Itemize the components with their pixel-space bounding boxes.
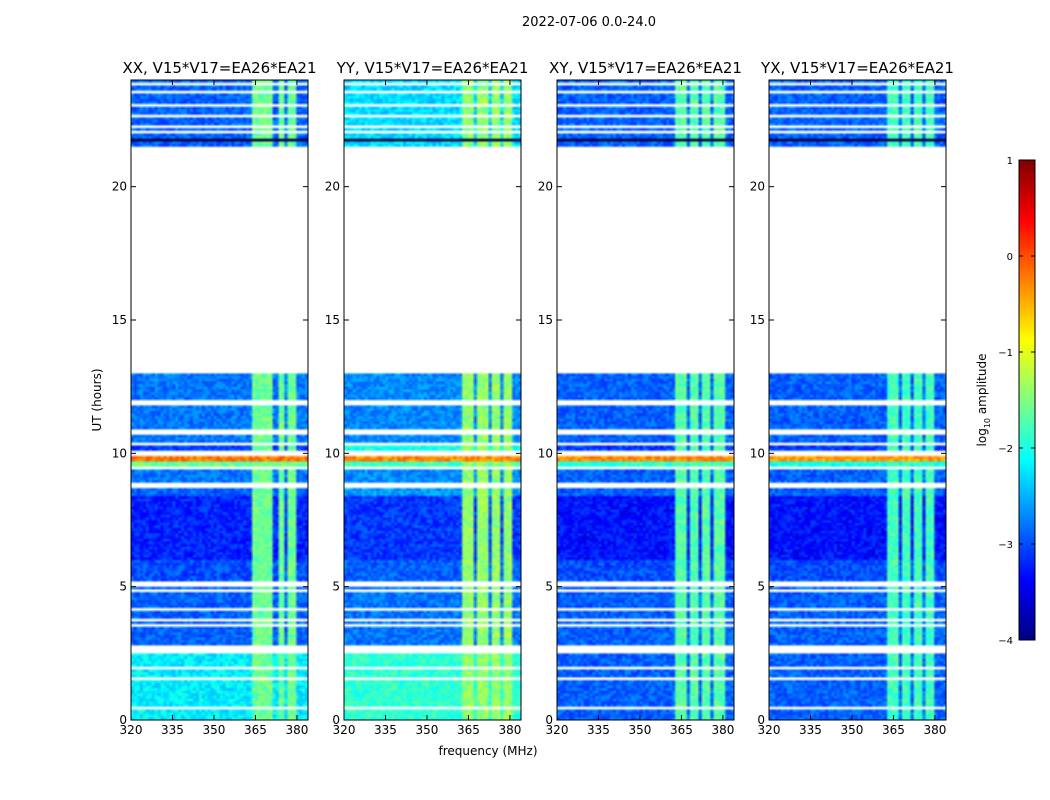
y-tick-label: 5	[332, 580, 340, 594]
panel-title: YY, V15*V17=EA26*EA21	[336, 59, 529, 77]
x-tick-label: 320	[120, 723, 143, 737]
colorbar-tick-label: −4	[998, 636, 1013, 647]
y-tick-label: 20	[750, 180, 765, 194]
x-tick-label: 350	[203, 723, 226, 737]
x-tick-label: 380	[923, 723, 946, 737]
y-tick-label: 10	[325, 446, 340, 460]
y-tick-label: 0	[545, 713, 553, 727]
panel-title: XX, V15*V17=EA26*EA21	[122, 59, 316, 77]
colorbar: log10 amplitude 1 0 −1 −2 −3 −4	[975, 156, 1036, 647]
y-tick-label: 15	[325, 313, 340, 327]
x-tick-label: 320	[758, 723, 781, 737]
figure-suptitle: 2022-07-06 0.0-24.0	[522, 15, 656, 30]
y-tick-label: 5	[757, 580, 765, 594]
y-tick-label: 10	[112, 446, 127, 460]
panel-2: YY, V15*V17=EA26*EA21 320 335 350 365 380 0 5 10…	[325, 59, 529, 737]
x-tick-label: 380	[498, 723, 521, 737]
y-tick-label: 15	[538, 313, 553, 327]
panel-frame	[130, 79, 309, 721]
x-tick-label: 335	[799, 723, 822, 737]
y-tick-label: 0	[332, 713, 340, 727]
panel-frame	[343, 79, 522, 721]
x-tick-label: 380	[285, 723, 308, 737]
x-tick-label: 335	[587, 723, 610, 737]
panel-title: XY, V15*V17=EA26*EA21	[549, 59, 742, 77]
spectrogram-image	[344, 80, 521, 720]
y-tick-label: 10	[538, 446, 553, 460]
panels: XX, V15*V17=EA26*EA21 320 335 350 365 380 0 5 10…	[112, 59, 954, 737]
panel-4: YX, V15*V17=EA26*EA21 320 335 350 365 380 0 5 10…	[750, 59, 954, 737]
x-tick-label: 320	[546, 723, 569, 737]
x-tick-label: 335	[374, 723, 397, 737]
y-tick-label: 10	[750, 446, 765, 460]
y-tick-label: 0	[757, 713, 765, 727]
y-tick-label: 15	[112, 313, 127, 327]
x-tick-label: 350	[629, 723, 652, 737]
x-tick-label: 320	[333, 723, 356, 737]
x-tick-label: 380	[711, 723, 734, 737]
y-tick-label: 5	[119, 580, 127, 594]
y-tick-label: 0	[119, 713, 127, 727]
x-tick-label: 335	[161, 723, 184, 737]
y-tick-label: 20	[112, 180, 127, 194]
colorbar-tick-label: −3	[998, 540, 1013, 551]
x-tick-label: 365	[670, 723, 693, 737]
panel-3: XY, V15*V17=EA26*EA21 320 335 350 365 380 0 5 10…	[538, 59, 742, 737]
x-tick-label: 350	[416, 723, 439, 737]
panel-frame	[768, 79, 947, 721]
x-axis-label: frequency (MHz)	[438, 744, 537, 758]
y-tick-label: 5	[545, 580, 553, 594]
y-axis-label: UT (hours)	[90, 368, 104, 431]
panel-title: YX, V15*V17=EA26*EA21	[760, 59, 954, 77]
colorbar-label: log10 amplitude	[975, 354, 992, 447]
colorbar-tick-label: −1	[998, 348, 1013, 359]
spectrogram-image	[131, 80, 308, 720]
panel-frame	[556, 79, 735, 721]
x-tick-label: 365	[882, 723, 905, 737]
x-tick-label: 350	[841, 723, 864, 737]
y-tick-label: 15	[750, 313, 765, 327]
x-tick-label: 365	[457, 723, 480, 737]
spectrogram-image	[557, 80, 734, 720]
colorbar-ticks: 1 0 −1 −2 −3 −4	[998, 156, 1035, 647]
y-tick-label: 20	[325, 180, 340, 194]
x-tick-label: 365	[244, 723, 267, 737]
colorbar-tick-label: 0	[1007, 252, 1013, 263]
colorbar-tick-label: 1	[1007, 156, 1013, 167]
y-tick-label: 20	[538, 180, 553, 194]
colorbar-gradient	[1018, 159, 1036, 641]
panel-1: XX, V15*V17=EA26*EA21 320 335 350 365 380 0 5 10…	[112, 59, 317, 737]
colorbar-tick-label: −2	[998, 444, 1013, 455]
spectrogram-image	[769, 80, 946, 720]
